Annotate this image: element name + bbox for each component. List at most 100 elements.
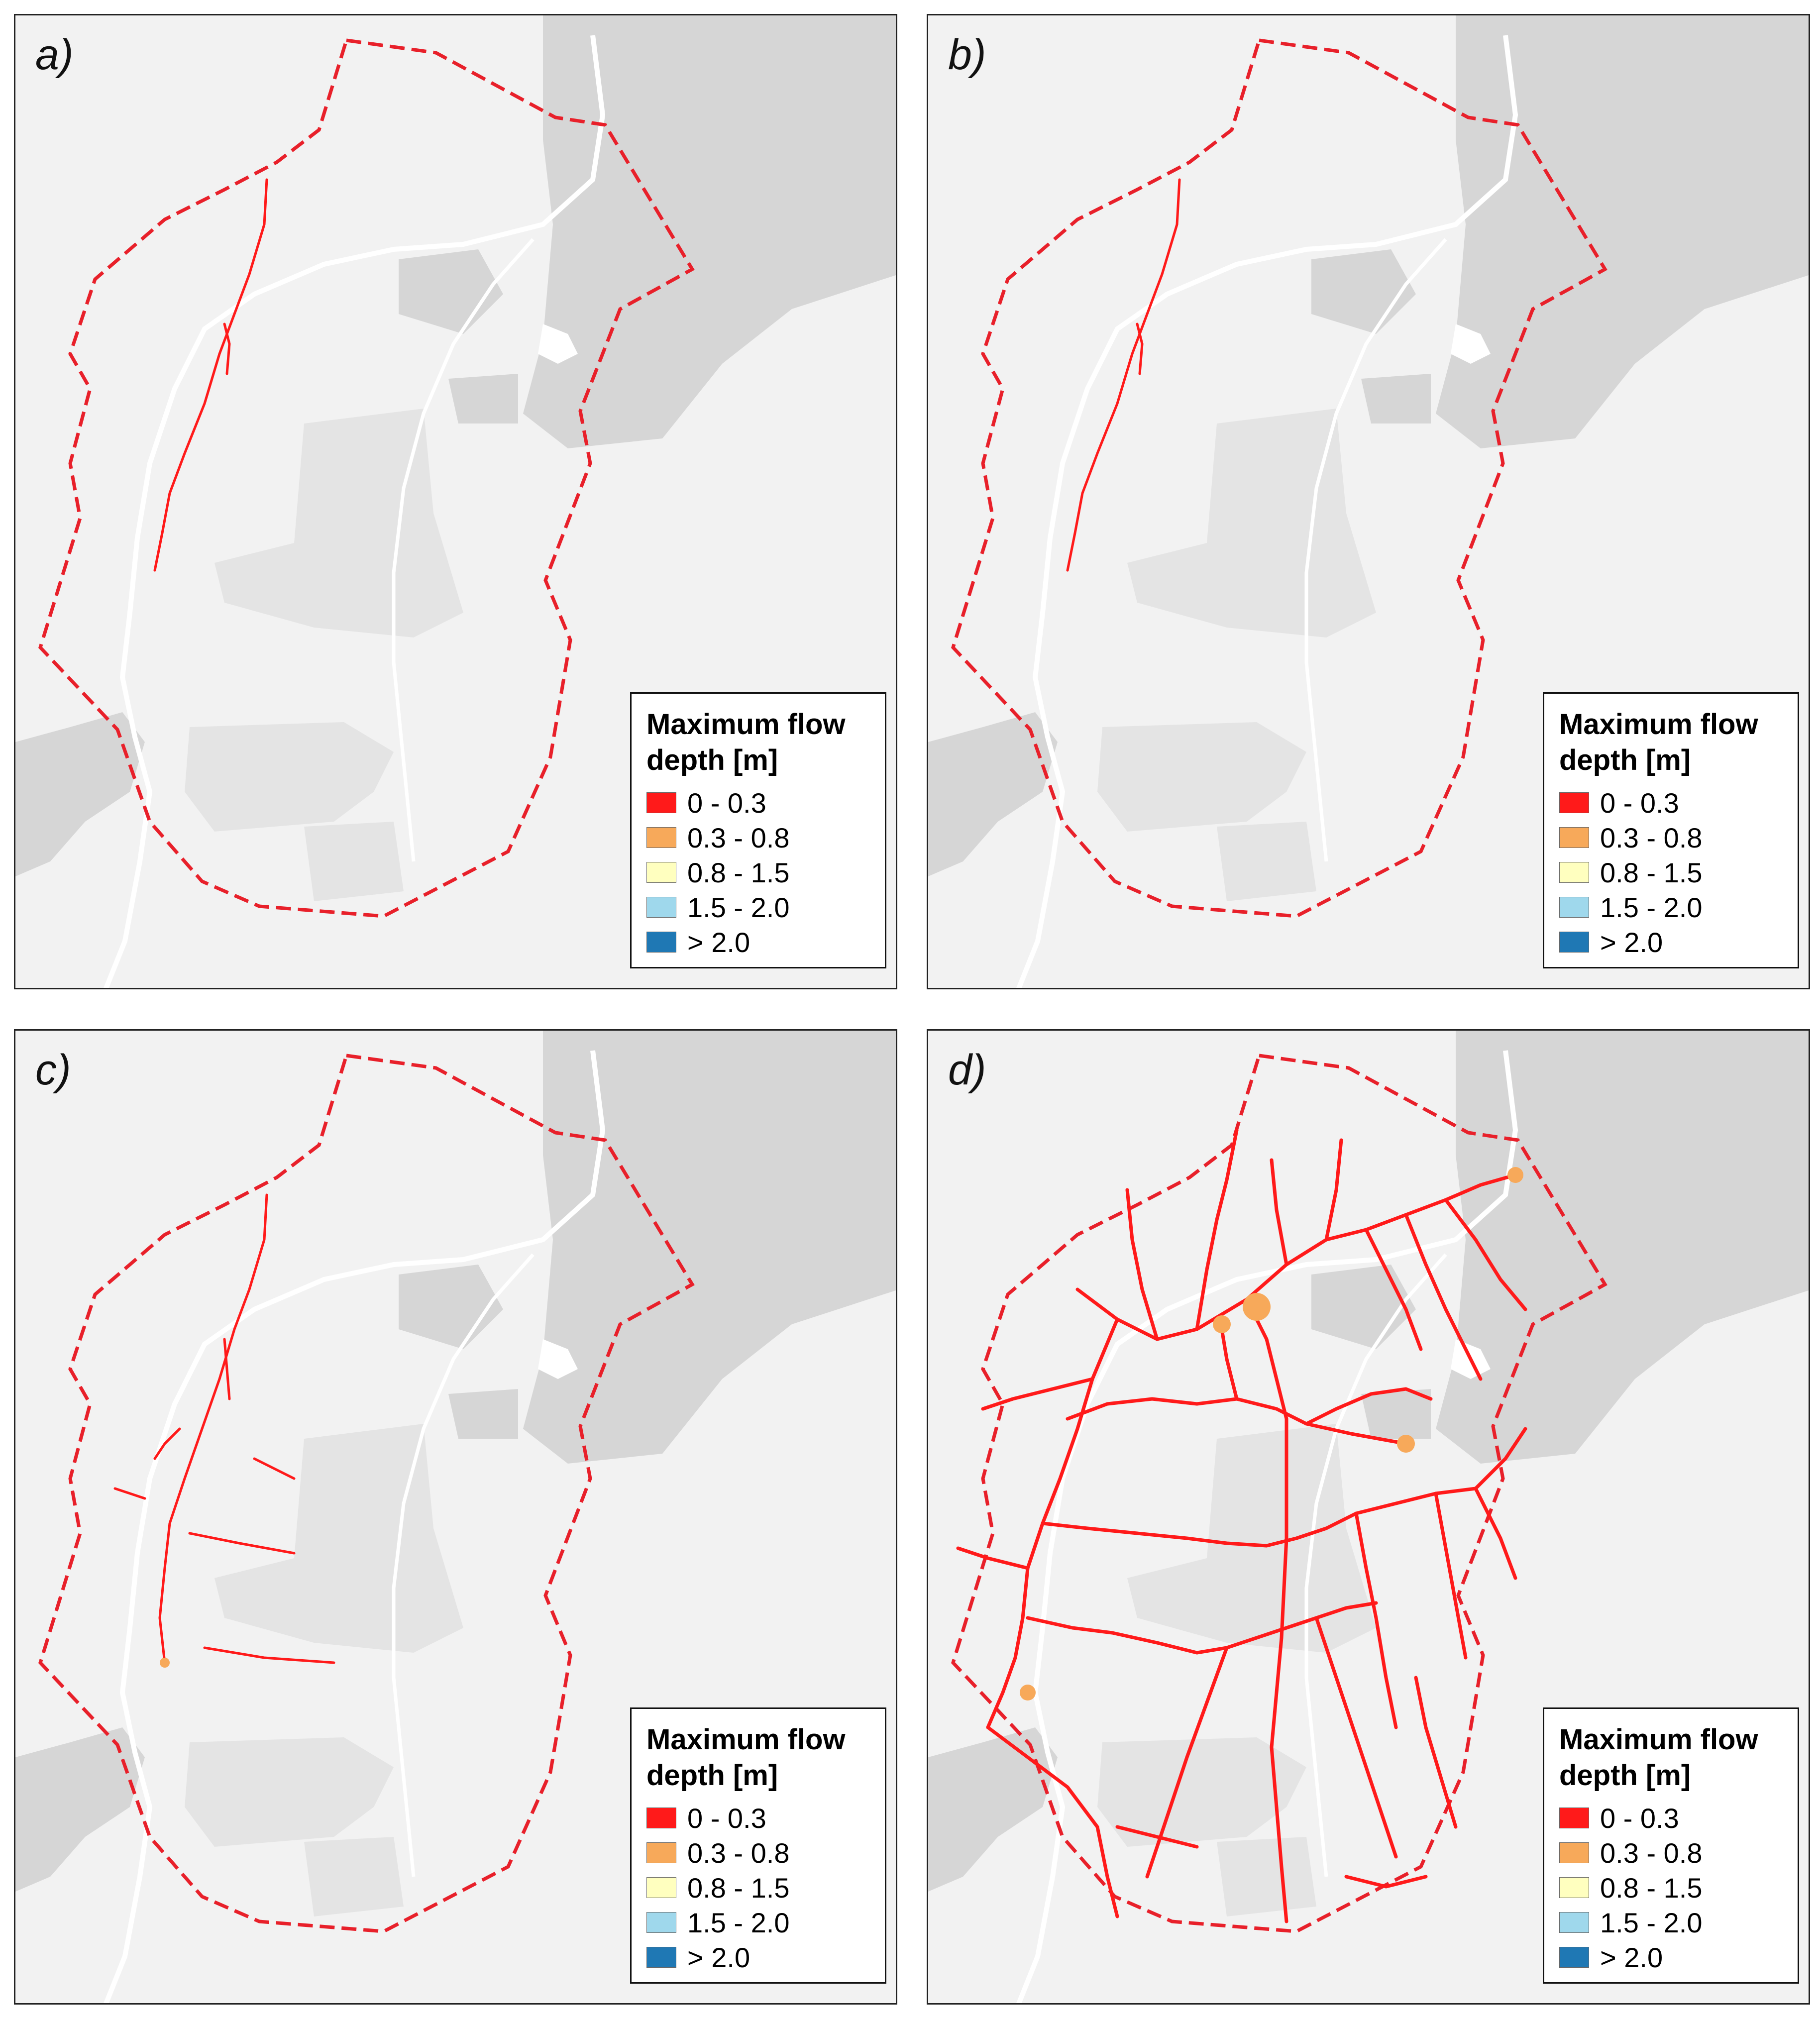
flow-path <box>1474 1427 1527 1490</box>
flow-path <box>1364 1228 1423 1351</box>
legend-label: 0.3 - 0.8 <box>687 1837 790 1869</box>
landcover-area <box>1361 374 1431 424</box>
landcover-area <box>928 712 1058 876</box>
legend-item: 0.3 - 0.8 <box>1559 1835 1783 1870</box>
urban-area <box>1097 722 1306 832</box>
legend-label: 0.3 - 0.8 <box>1600 1837 1703 1869</box>
legend-swatch <box>1559 862 1589 883</box>
legend-label: 1.5 - 2.0 <box>1600 891 1703 923</box>
landcover-area <box>448 374 518 424</box>
legend-title: Maximum flow depth [m] <box>646 1722 870 1794</box>
flow-path <box>1066 178 1181 572</box>
flow-pool <box>160 1658 170 1668</box>
flow-path <box>1444 1198 1527 1311</box>
road <box>538 324 578 364</box>
landcover-area <box>15 712 145 876</box>
road <box>392 238 535 862</box>
landcover-area <box>1436 1031 1809 1464</box>
road <box>1451 324 1491 364</box>
flow-path <box>1041 1487 1478 1548</box>
urban-area <box>1127 1424 1376 1653</box>
legend-swatch <box>646 1912 676 1933</box>
landcover-area <box>399 1265 503 1349</box>
legend-item: > 2.0 <box>1559 1940 1783 1975</box>
legend-swatch <box>646 792 676 813</box>
legend-label: 0.8 - 1.5 <box>1600 856 1703 888</box>
legend-label: 1.5 - 2.0 <box>1600 1907 1703 1938</box>
flow-path <box>981 1377 1094 1411</box>
map-canvas <box>15 15 896 988</box>
landcover-area <box>1361 1389 1431 1439</box>
legend-label: > 2.0 <box>1600 1941 1663 1973</box>
legend: Maximum flow depth [m] 0 - 0.3 0.3 - 0.8… <box>1543 1707 1799 1984</box>
urban-area <box>185 722 394 832</box>
main-road <box>1016 1050 1518 2003</box>
flow-path <box>203 1646 335 1664</box>
legend-label: 0.3 - 0.8 <box>1600 822 1703 853</box>
legend-title-line2: depth [m] <box>1559 744 1691 776</box>
legend: Maximum flow depth [m] 0 - 0.3 0.3 - 0.8… <box>630 1707 886 1984</box>
landcover-area <box>1311 249 1416 334</box>
flow-path <box>1304 1387 1433 1426</box>
legend-item: 1.5 - 2.0 <box>646 890 870 925</box>
map-panel-d: d) Maximum flow depth [m] 0 - 0.3 0.3 - … <box>927 1029 1810 2005</box>
legend-swatch <box>646 862 676 883</box>
legend-swatch <box>646 932 676 953</box>
flow-path <box>986 1317 1119 1729</box>
legend: Maximum flow depth [m] 0 - 0.3 0.3 - 0.8… <box>630 692 886 968</box>
legend-title-line1: Maximum flow <box>1559 708 1758 741</box>
panel-label: b) <box>948 31 986 79</box>
legend-label: 0 - 0.3 <box>1600 1802 1679 1834</box>
legend-item: 0.3 - 0.8 <box>646 820 870 855</box>
flow-path <box>1414 1676 1458 1829</box>
legend-title: Maximum flow depth [m] <box>1559 1722 1783 1794</box>
legend-label: 0 - 0.3 <box>687 787 766 819</box>
legend-swatch <box>646 1842 676 1863</box>
study-area-boundary <box>38 38 695 918</box>
legend-title-line2: depth [m] <box>646 1759 778 1792</box>
flow-path <box>113 1487 146 1500</box>
flow-path <box>1195 1128 1239 1331</box>
flow-path <box>1115 1825 1199 1849</box>
urban-area <box>304 822 404 901</box>
panel-label: a) <box>35 31 74 79</box>
legend-label: 1.5 - 2.0 <box>687 1907 790 1938</box>
legend-title-line1: Maximum flow <box>1559 1723 1758 1756</box>
legend: Maximum flow depth [m] 0 - 0.3 0.3 - 0.8… <box>1543 692 1799 968</box>
legend-item: 0 - 0.3 <box>646 785 870 820</box>
legend-swatch <box>646 1947 676 1968</box>
legend-item: > 2.0 <box>646 1940 870 1975</box>
main-road <box>104 35 606 988</box>
urban-area <box>214 1424 463 1653</box>
legend-item: 1.5 - 2.0 <box>1559 890 1783 925</box>
legend-item: 0 - 0.3 <box>1559 1801 1783 1835</box>
legend-label: 0 - 0.3 <box>687 1802 766 1834</box>
flow-path <box>986 1725 1119 1918</box>
legend-swatch <box>1559 932 1589 953</box>
legend-swatch <box>1559 1807 1589 1828</box>
road <box>1304 238 1447 862</box>
legend-swatch <box>1559 1912 1589 1933</box>
road <box>392 1253 535 1877</box>
flow-pool <box>1243 1293 1271 1321</box>
urban-area <box>1217 822 1316 901</box>
legend-label: > 2.0 <box>687 1941 750 1973</box>
legend-label: 1.5 - 2.0 <box>687 891 790 923</box>
legend-item: 0.3 - 0.8 <box>646 1835 870 1870</box>
legend-item: 0 - 0.3 <box>1559 785 1783 820</box>
flow-path <box>153 178 268 572</box>
legend-title-line2: depth [m] <box>646 744 778 776</box>
urban-area <box>1127 409 1376 638</box>
urban-area <box>1217 1837 1316 1916</box>
legend-title-line1: Maximum flow <box>646 708 846 741</box>
legend-label: 0.8 - 1.5 <box>687 1872 790 1904</box>
flow-path <box>1136 322 1144 375</box>
landcover-area <box>1436 15 1809 448</box>
flow-path <box>1354 1511 1398 1729</box>
urban-area <box>1097 1737 1306 1847</box>
flow-path <box>223 1338 231 1400</box>
legend-item: 0.8 - 1.5 <box>646 1870 870 1905</box>
legend-swatch <box>1559 1947 1589 1968</box>
urban-area <box>304 1837 404 1916</box>
flow-path <box>1314 1616 1398 1859</box>
